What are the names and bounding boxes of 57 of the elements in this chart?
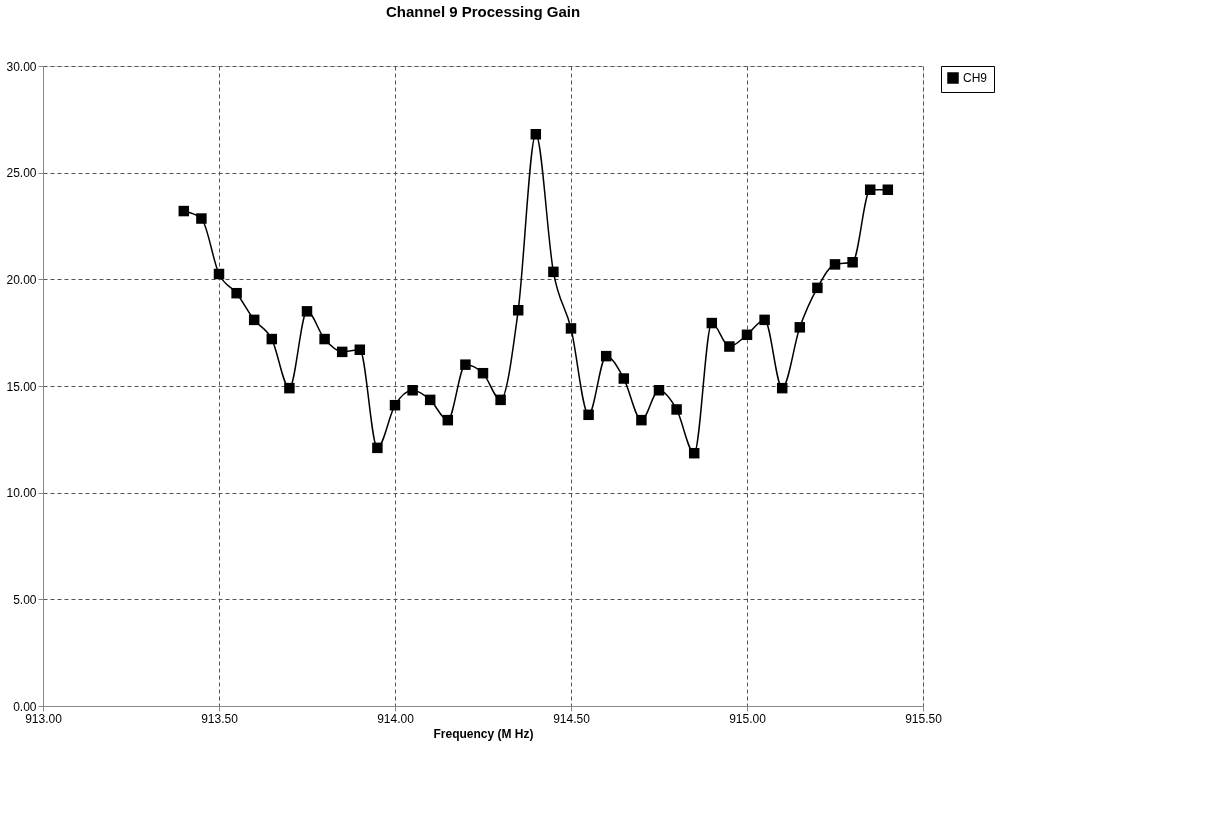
point	[301, 306, 313, 317]
point	[231, 287, 242, 299]
y-tick-label: 20.00	[6, 272, 37, 287]
point	[213, 268, 225, 280]
x-tick-label: 913.50	[201, 711, 239, 726]
point	[530, 129, 542, 140]
legend-label: CH9	[963, 71, 988, 85]
y-tick-label: 10.00	[6, 486, 37, 501]
point	[706, 317, 718, 329]
point	[600, 350, 612, 362]
point	[389, 399, 401, 411]
x-axis-title: Frequency (M Hz)	[433, 726, 534, 741]
point	[354, 344, 366, 355]
point	[759, 314, 770, 326]
point	[372, 442, 383, 454]
x-tick-label: 914.50	[553, 711, 591, 726]
point	[829, 259, 841, 270]
point	[794, 322, 806, 333]
point	[477, 367, 489, 379]
point	[882, 184, 894, 195]
point	[336, 346, 348, 358]
point	[653, 385, 665, 396]
point	[776, 382, 788, 394]
point	[636, 414, 647, 426]
point	[196, 213, 207, 224]
x-tick-label: 915.50	[905, 711, 943, 726]
point	[407, 385, 418, 396]
y-tick-label: 5.00	[13, 592, 37, 607]
point	[565, 323, 577, 334]
chart-title: Channel 9 Processing Gain	[385, 3, 581, 20]
point	[512, 305, 524, 316]
point	[319, 333, 330, 345]
y-tick-label: 30.00	[6, 59, 37, 74]
point	[424, 394, 436, 406]
point	[812, 282, 823, 294]
point	[583, 409, 594, 421]
point	[495, 394, 506, 406]
point	[618, 373, 630, 384]
x-tick-label: 913.00	[25, 711, 63, 726]
point	[284, 382, 295, 394]
point	[460, 359, 471, 370]
point	[178, 205, 190, 217]
y-tick-label: 15.00	[6, 379, 37, 394]
y-tick-label: 25.00	[6, 166, 37, 181]
point	[671, 404, 682, 415]
point	[741, 329, 753, 341]
point	[688, 447, 700, 459]
point	[266, 333, 278, 345]
point	[442, 414, 454, 426]
point	[248, 314, 260, 326]
x-tick-label: 915.00	[729, 711, 767, 726]
point	[847, 257, 858, 268]
x-tick-label: 914.00	[377, 711, 415, 726]
point	[548, 266, 559, 278]
point	[864, 184, 876, 195]
y-tick-label: 0.00	[13, 699, 37, 714]
point	[724, 341, 735, 352]
